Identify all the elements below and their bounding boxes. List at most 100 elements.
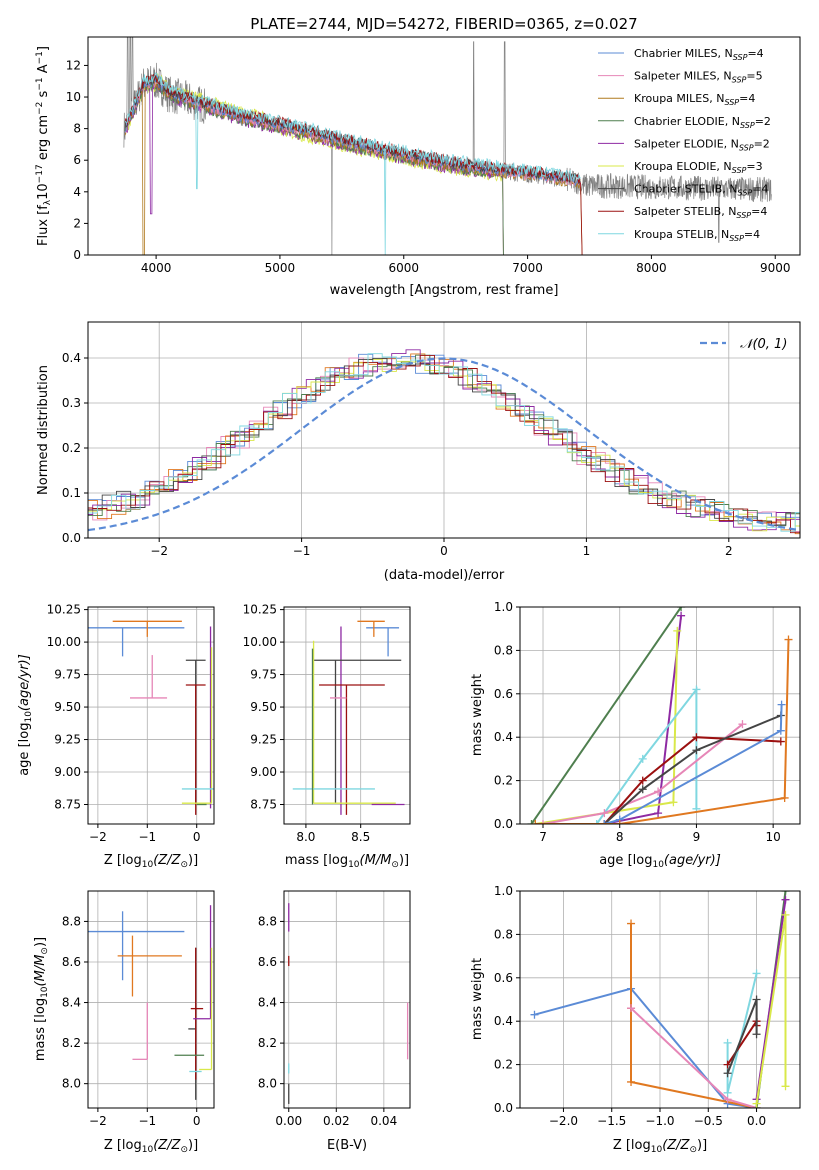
errorbar-point	[188, 947, 197, 1100]
x-tick-label: −2	[150, 544, 168, 558]
y-tick-label: 0.2	[494, 1058, 513, 1072]
weight-marker	[781, 910, 790, 919]
y-tick-label: 0.0	[62, 531, 81, 545]
errorbar-point	[181, 647, 213, 804]
x-tick-label: 0	[440, 544, 448, 558]
weight-marker	[531, 820, 540, 824]
weight-marker	[780, 793, 789, 802]
legend-name: Salpeter STELIB, N	[634, 205, 736, 218]
x-tick-label: 8.0	[296, 830, 315, 844]
weight-marker	[600, 809, 609, 818]
x-tick-label: −1.5	[597, 1114, 626, 1128]
label-part: ⊙	[180, 860, 188, 870]
plot-area	[530, 891, 790, 1108]
legend-label: Salpeter MILES, NSSP=5	[634, 70, 763, 85]
figure-title: PLATE=2744, MJD=54272, FIBERID=0365, z=0…	[250, 15, 637, 33]
weight-marker	[738, 720, 747, 729]
errorbar-point	[313, 659, 402, 804]
y-tick-label: 0.6	[494, 971, 513, 985]
y-tick-label: 1.0	[494, 600, 513, 614]
label-part: )]	[188, 1138, 198, 1153]
histogram-chabrier-stelib	[88, 357, 800, 526]
legend-name: Kroupa ELODIE, N	[634, 160, 732, 173]
legend-value: =4	[752, 183, 768, 196]
legend-name: Chabrier MILES, N	[634, 47, 733, 60]
label-part: 10	[40, 986, 50, 998]
legend-sub: SSP	[732, 76, 747, 85]
weight-line	[630, 1007, 757, 1108]
y-tick-label: 8.2	[62, 1036, 81, 1050]
errorbar-point	[112, 620, 182, 637]
y-axis-label: mass [log10(M/M⊙)]	[33, 937, 50, 1061]
plot-area	[88, 349, 800, 535]
y-tick-label: 10	[66, 90, 81, 104]
label-part: 10	[24, 711, 34, 723]
legend-value: =4	[744, 228, 760, 241]
label-part: Z [log	[613, 1138, 651, 1153]
weight-marker	[669, 798, 678, 807]
label-part: )]	[399, 853, 409, 868]
weight-marker	[638, 754, 647, 763]
weight-marker	[627, 919, 636, 928]
legend-value: =2	[754, 137, 770, 150]
label-part: mass [log	[33, 998, 48, 1061]
legend-label: 𝒩(0, 1)	[740, 337, 787, 352]
x-tick-label: 8	[616, 830, 624, 844]
weight-marker	[527, 820, 536, 824]
weight-marker	[592, 820, 601, 824]
y-tick-label: 9.25	[54, 733, 81, 747]
y-axis-label: mass weight	[470, 674, 485, 756]
axes-frame	[87, 606, 215, 825]
axes-frame	[283, 890, 411, 1109]
weight-marker	[692, 685, 701, 694]
x-tick-label: −1	[138, 830, 156, 844]
label-part: 10	[36, 183, 51, 200]
weight-marker	[781, 895, 790, 904]
weight-line	[535, 639, 790, 824]
label-part: −1	[35, 77, 45, 90]
histogram-salpeter-stelib	[88, 354, 800, 534]
legend-sub: SSP	[739, 143, 754, 152]
y-tick-label: 0.0	[494, 1101, 513, 1115]
plot-area	[88, 620, 214, 815]
errorbar-point	[132, 1002, 148, 1060]
x-tick-label: 7	[539, 830, 547, 844]
label-part: (Z/Z	[153, 853, 181, 868]
y-tick-label: 8.4	[62, 996, 81, 1010]
y-tick-label: 0.6	[494, 687, 513, 701]
x-tick-label: 10	[766, 830, 781, 844]
x-tick-label: −1.0	[645, 1114, 674, 1128]
y-tick-label: 8.8	[62, 914, 81, 928]
y-tick-label: 0.2	[494, 774, 513, 788]
y-axis-label: age [log10(age/yr)]	[17, 654, 34, 776]
y-tick-label: 8.75	[250, 798, 277, 812]
x-tick-label: 0.00	[275, 1114, 302, 1128]
label-part: −17	[35, 164, 45, 183]
x-axis-label: mass [log10(M/M⊙)]	[285, 853, 409, 870]
x-tick-label: 2	[725, 544, 733, 558]
x-tick-label: 0.0	[747, 1114, 766, 1128]
y-tick-label: 8.8	[258, 914, 277, 928]
x-tick-label: 0.02	[323, 1114, 350, 1128]
gridlines	[88, 607, 214, 824]
axes-age-vs-mass: 8.0 8.5 8.75 9.00 9.25 9.50 9.75 10.00 10.25	[243, 603, 411, 844]
y-tick-label: 9.25	[250, 733, 277, 747]
x-axis-label: E(B-V)	[327, 1138, 367, 1153]
errorbar-point	[193, 905, 212, 1020]
weight-marker	[723, 1069, 732, 1078]
weight-marker	[539, 820, 548, 824]
axes-weight-vs-age: 7 8 9 10 0.0 0.2 0.4 0.6 0.8 1.0	[494, 600, 801, 844]
weight-marker	[600, 820, 609, 824]
axes-weight-vs-Z: −2.0 −1.5 −1.0 −0.5 0.0 0.0 0.2 0.4 0.6 0.8 1.0	[494, 884, 801, 1128]
x-axis-label: age [log10(age/yr)]	[599, 853, 721, 870]
gridlines	[88, 322, 800, 539]
axes-residuals: −2 −1 0 1 2 0.0 0.1 0.2 0.3 0.4	[62, 321, 801, 558]
errorbar-point	[117, 935, 182, 997]
errorbar-point	[190, 947, 204, 1080]
y-tick-label: 4	[73, 185, 81, 199]
weight-marker	[692, 746, 701, 755]
x-tick-label: −1	[138, 1114, 156, 1128]
legend-name: Chabrier STELIB, N	[634, 183, 738, 196]
legend-sub: SSP	[733, 53, 748, 62]
